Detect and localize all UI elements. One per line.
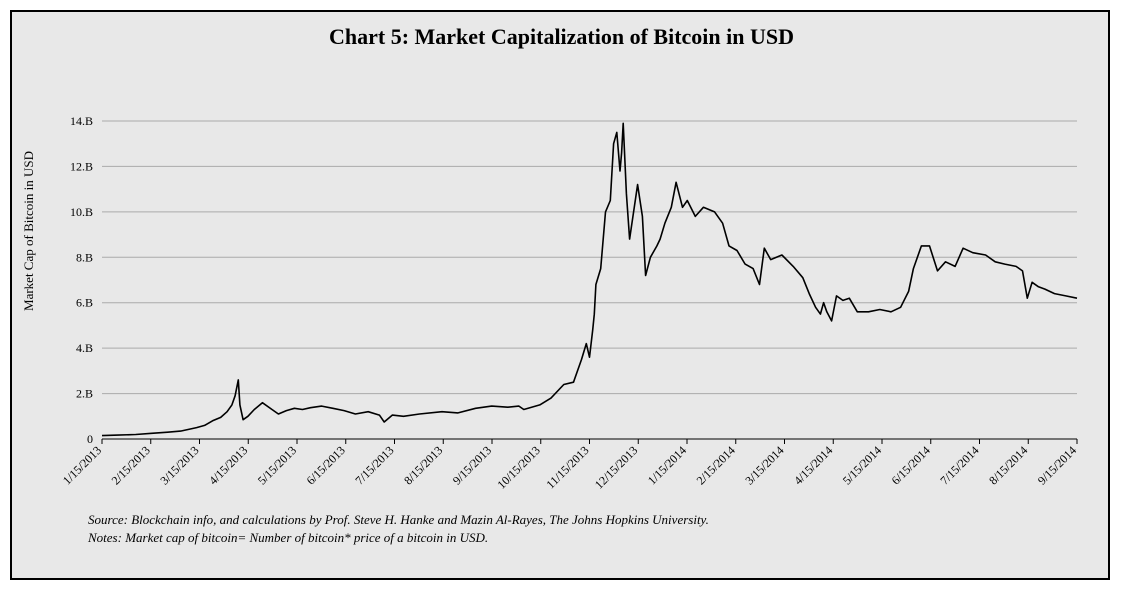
y-tick-label: 2.B xyxy=(76,387,93,401)
x-tick-label: 8/15/2013 xyxy=(401,443,445,487)
x-tick-label: 7/15/2013 xyxy=(352,443,396,487)
chart-title: Chart 5: Market Capitalization of Bitcoi… xyxy=(328,24,795,49)
y-tick-label: 12.B xyxy=(70,159,93,173)
chart-notes: Source: Blockchain info, and calculation… xyxy=(88,511,709,547)
x-tick-label: 4/15/2014 xyxy=(791,443,835,487)
x-tick-label: 8/15/2014 xyxy=(986,443,1030,487)
y-tick-label: 6.B xyxy=(76,296,93,310)
x-tick-label: 9/15/2014 xyxy=(1035,443,1079,487)
y-tick-label: 8.B xyxy=(76,250,93,264)
x-tick-label: 3/15/2014 xyxy=(742,443,786,487)
chart-frame xyxy=(10,10,1110,580)
x-tick-label: 7/15/2014 xyxy=(937,443,981,487)
x-tick-label: 12/15/2013 xyxy=(592,443,641,492)
definition-note: Notes: Market cap of bitcoin= Number of … xyxy=(88,530,489,545)
x-axis: 1/15/2013 2/15/2013 3/15/2013 4/15/2013 5/15… xyxy=(60,438,1079,492)
y-tick-label: 14.B xyxy=(70,114,93,128)
y-tick-labels: 0 2.B 4.B 6.B 8.B 10.B 12.B 14.B xyxy=(70,114,93,446)
x-tick-label: 6/15/2013 xyxy=(304,443,348,487)
x-tick-label: 2/15/2014 xyxy=(694,443,738,487)
x-tick-label: 11/15/2013 xyxy=(543,443,591,491)
source-note: Source: Blockchain info, and calculation… xyxy=(88,512,709,527)
y-tick-label: 0 xyxy=(87,432,93,446)
y-tick-label: 10.B xyxy=(70,205,93,219)
x-tick-label: 1/15/2013 xyxy=(60,443,104,487)
series-line-market-cap xyxy=(101,122,1078,437)
x-tick-label: 2/15/2013 xyxy=(109,443,153,487)
y-tick-label: 4.B xyxy=(76,341,93,355)
x-tick-label: 3/15/2013 xyxy=(157,443,201,487)
x-tick-label: 4/15/2013 xyxy=(206,443,250,487)
x-tick-label: 9/15/2013 xyxy=(450,443,494,487)
x-tick-label: 10/15/2013 xyxy=(494,443,543,492)
x-tick-label: 5/15/2013 xyxy=(255,443,299,487)
x-tick-label: 1/15/2014 xyxy=(645,443,689,487)
gridlines xyxy=(102,120,1077,395)
x-tick-label: 5/15/2014 xyxy=(840,443,884,487)
x-tick-label: 6/15/2014 xyxy=(889,443,933,487)
